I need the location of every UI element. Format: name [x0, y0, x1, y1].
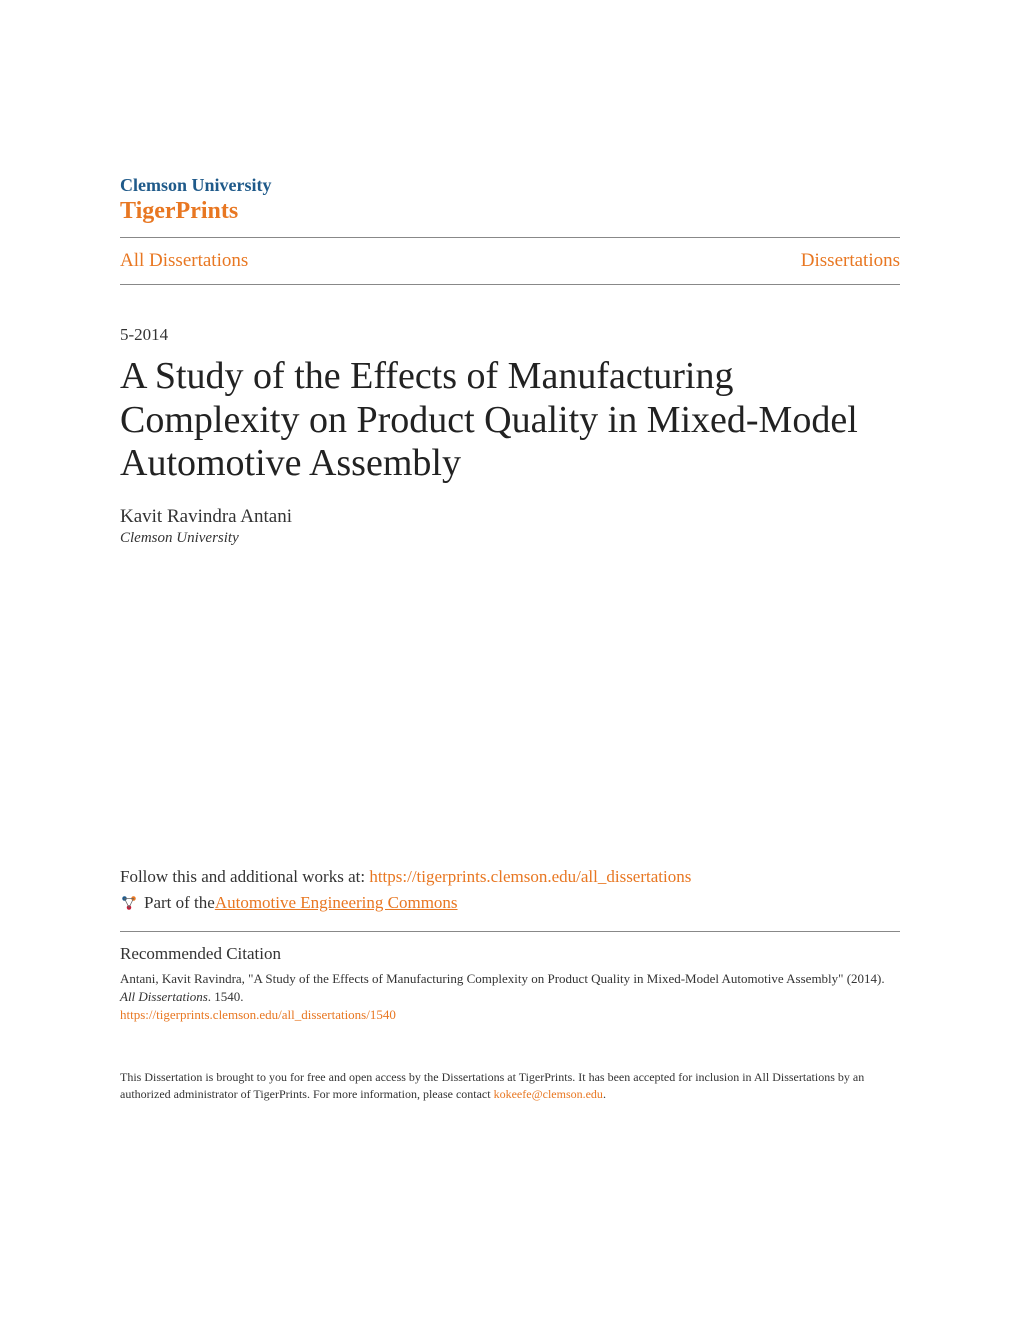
- follow-prefix: Follow this and additional works at:: [120, 867, 369, 886]
- citation-text: Antani, Kavit Ravindra, "A Study of the …: [120, 970, 900, 1006]
- author-name: Kavit Ravindra Antani: [120, 506, 900, 528]
- nav-bar: All Dissertations Dissertations: [120, 237, 900, 285]
- footer-text: This Dissertation is brought to you for …: [120, 1069, 900, 1103]
- commons-link[interactable]: Automotive Engineering Commons: [215, 893, 458, 913]
- citation-series: All Dissertations: [120, 989, 208, 1004]
- footer-email-link[interactable]: kokeefe@clemson.edu: [494, 1087, 603, 1101]
- footer-prefix: This Dissertation is brought to you for …: [120, 1070, 864, 1101]
- dissertations-link[interactable]: Dissertations: [801, 250, 900, 272]
- follow-section: Follow this and additional works at: htt…: [120, 867, 900, 887]
- footer-suffix: .: [603, 1087, 606, 1101]
- repository-name: TigerPrints: [120, 198, 900, 225]
- citation-number: . 1540.: [208, 989, 244, 1004]
- citation-section: Recommended Citation Antani, Kavit Ravin…: [120, 931, 900, 1024]
- publication-date: 5-2014: [120, 325, 900, 345]
- network-icon: [120, 894, 138, 912]
- page-container: Clemson University TigerPrints All Disse…: [0, 0, 1020, 1320]
- all-dissertations-link[interactable]: All Dissertations: [120, 250, 248, 272]
- citation-url-link[interactable]: https://tigerprints.clemson.edu/all_diss…: [120, 1007, 396, 1022]
- part-of-prefix: Part of the: [144, 893, 215, 913]
- part-of-section: Part of the Automotive Engineering Commo…: [120, 893, 900, 913]
- follow-url-link[interactable]: https://tigerprints.clemson.edu/all_diss…: [369, 867, 691, 886]
- citation-heading: Recommended Citation: [120, 944, 900, 964]
- author-affiliation: Clemson University: [120, 530, 900, 547]
- citation-prefix: Antani, Kavit Ravindra, "A Study of the …: [120, 971, 885, 986]
- document-title: A Study of the Effects of Manufacturing …: [120, 355, 900, 486]
- institution-name: Clemson University: [120, 175, 900, 196]
